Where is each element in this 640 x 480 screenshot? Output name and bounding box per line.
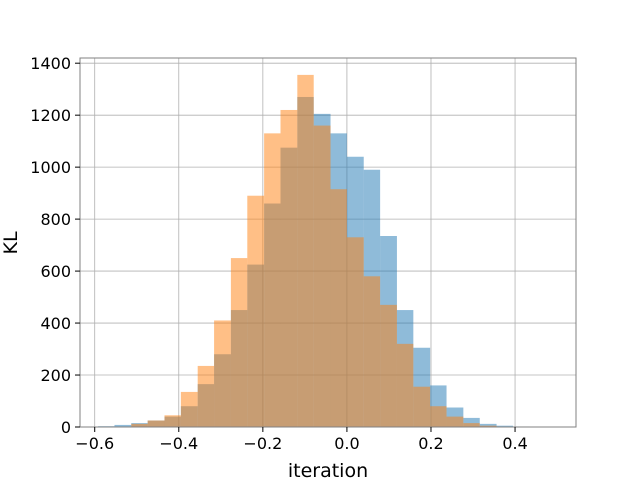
histogram-bar (330, 189, 347, 427)
histogram-bar (247, 195, 265, 427)
y-tick-label: 600 (40, 262, 71, 281)
x-tick-label: −0.6 (75, 434, 114, 453)
y-axis-label: KL (0, 231, 22, 254)
x-tick-label: −0.4 (159, 434, 198, 453)
x-tick-label: 0.2 (418, 434, 443, 453)
y-tick-label: 0 (61, 418, 71, 437)
histogram-bar (264, 133, 281, 427)
x-tick-label: 0.0 (334, 434, 359, 453)
histogram-bar (180, 391, 198, 427)
x-tick-label: 0.4 (502, 434, 527, 453)
histogram-bar (479, 423, 497, 427)
histogram-bar (446, 416, 464, 427)
histogram-bar (164, 415, 181, 427)
histogram-bar (346, 237, 364, 427)
histogram-bar (313, 125, 331, 427)
y-tick-label: 1400 (30, 54, 71, 73)
histogram-bar (463, 423, 480, 427)
histogram-bar (396, 343, 414, 427)
histogram-bar (280, 109, 298, 427)
y-tick-label: 1200 (30, 106, 71, 125)
histogram-bar (479, 425, 497, 427)
histogram-bar (297, 74, 314, 428)
y-tick-label: 800 (40, 210, 71, 229)
y-tick-label: 1000 (30, 158, 71, 177)
histogram-bar (214, 320, 231, 427)
histogram-bars (98, 74, 563, 428)
x-tick-label: −0.2 (243, 434, 282, 453)
histogram-bar (230, 258, 248, 427)
x-axis-label: iteration (288, 460, 368, 480)
y-tick-label: 400 (40, 314, 71, 333)
plot-frame (79, 57, 577, 428)
histogram-bar (413, 386, 431, 427)
histogram-bar (147, 420, 165, 427)
histogram-series-2 (131, 74, 497, 428)
histogram-bar (131, 423, 148, 427)
x-axis-ticks: −0.6 −0.4 −0.2 0.0 0.2 0.4 (75, 427, 528, 453)
histogram-bar (197, 365, 215, 427)
y-axis-ticks: 0 200 400 600 800 1000 1200 1400 (30, 54, 80, 437)
histogram-bar (463, 417, 480, 427)
histogram-bar (380, 304, 397, 427)
histogram-bar (496, 425, 513, 427)
histogram-bar (430, 406, 447, 427)
histogram-bar (363, 276, 381, 427)
histogram-bar (114, 424, 132, 427)
y-tick-label: 200 (40, 366, 71, 385)
